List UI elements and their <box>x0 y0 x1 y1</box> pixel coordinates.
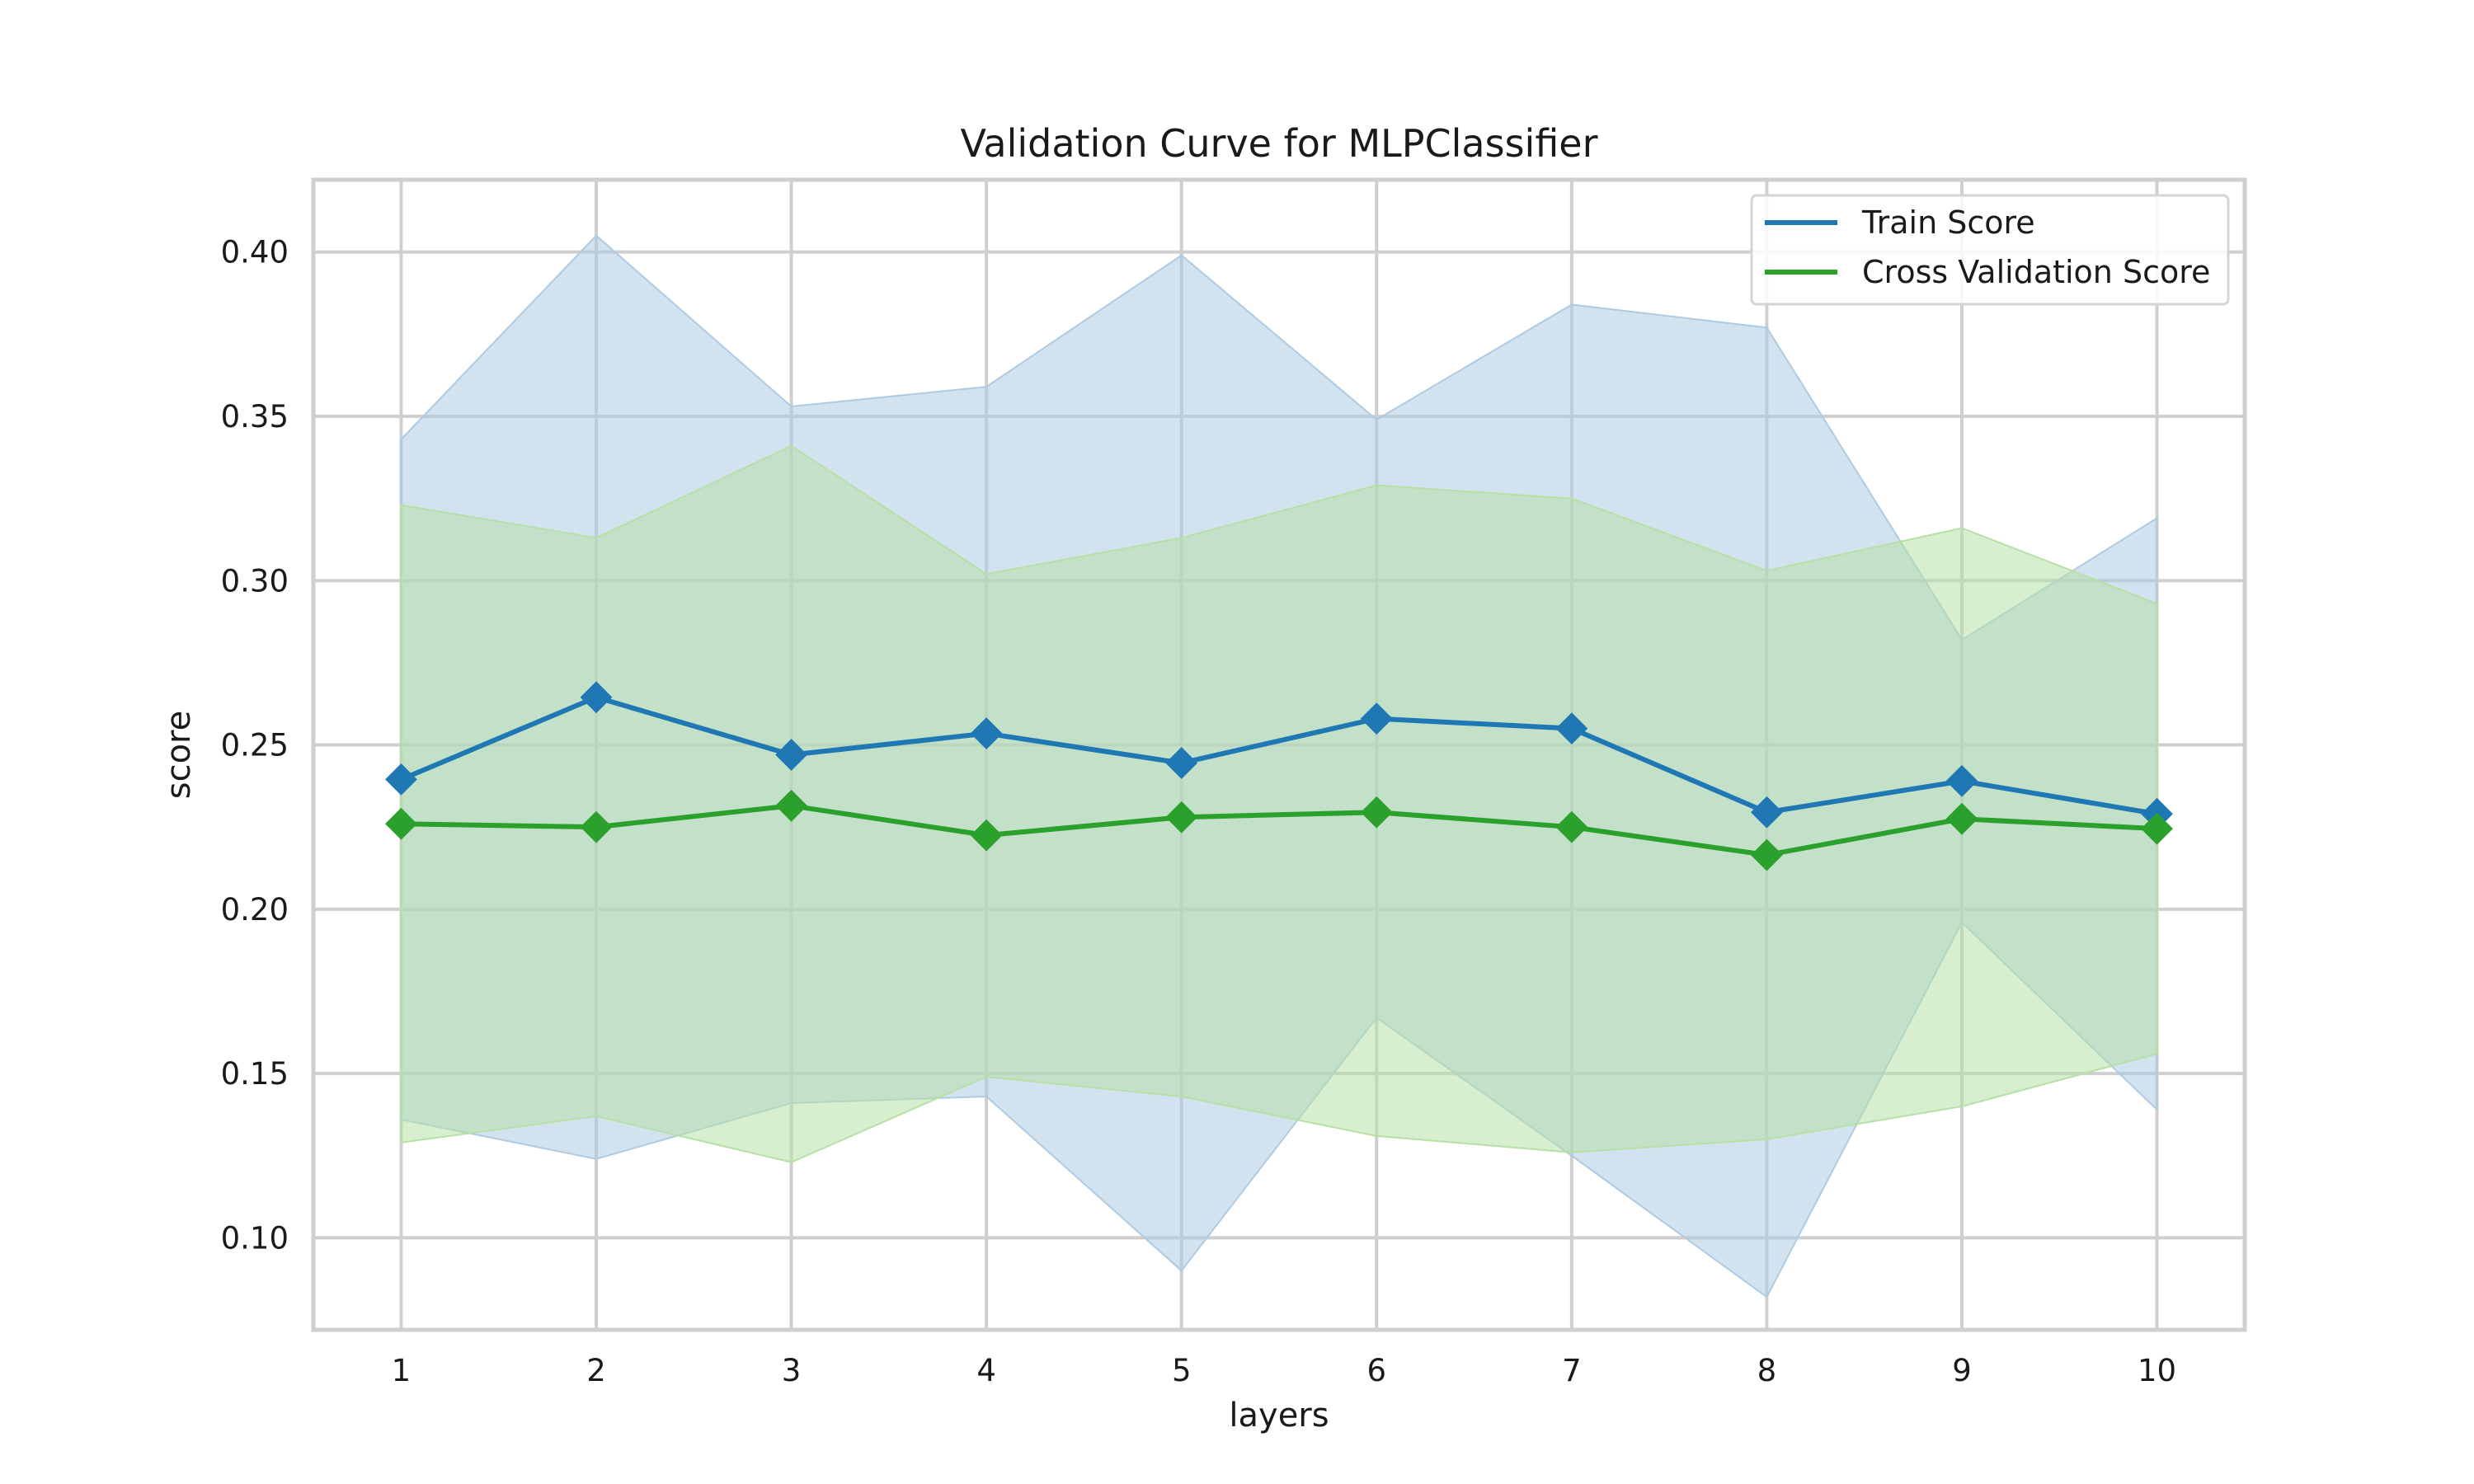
data-point-series-0 <box>970 717 1003 750</box>
x-tick-label: 10 <box>2138 1353 2176 1388</box>
data-point-series-1 <box>385 807 417 840</box>
series-line-0 <box>398 694 2160 817</box>
data-point-series-1 <box>1750 838 1783 871</box>
y-tick-label: 0.15 <box>221 1056 289 1092</box>
data-point-series-0 <box>385 763 417 796</box>
x-tick-label: 6 <box>1367 1353 1387 1388</box>
data-point-series-1 <box>1165 801 1198 834</box>
x-tick-label: 4 <box>976 1353 996 1388</box>
series-line-1 <box>398 803 2160 858</box>
legend-label-cross-validation-score: Cross Validation Score <box>1862 254 2210 290</box>
x-tick-label: 5 <box>1172 1353 1192 1388</box>
legend-label-train-score: Train Score <box>1861 204 2035 241</box>
y-tick-label: 0.35 <box>221 399 289 434</box>
x-tick-label: 9 <box>1952 1353 1972 1388</box>
plot-frame <box>311 177 2247 1332</box>
data-point-series-0 <box>1945 764 1978 797</box>
data-point-series-1 <box>970 819 1003 852</box>
data-point-series-0 <box>1360 702 1393 735</box>
data-point-series-1 <box>1555 810 1588 843</box>
x-tick-label: 2 <box>586 1353 606 1388</box>
data-point-series-0 <box>580 681 613 714</box>
y-tick-label: 0.40 <box>221 235 289 270</box>
data-point-series-0 <box>1165 747 1198 779</box>
data-point-series-1 <box>775 789 808 822</box>
confidence-bands <box>400 234 2158 1298</box>
data-point-series-1 <box>2141 812 2173 845</box>
data-point-series-1 <box>1945 802 1978 835</box>
x-tick-label: 1 <box>392 1353 412 1388</box>
y-tick-label: 0.10 <box>221 1220 289 1256</box>
data-point-series-0 <box>775 739 808 771</box>
tick-labels: 1 2 3 4 5 6 7 8 9 10 0.10 0.15 0.20 0.25 0.30 0.35 0.40 <box>221 235 2176 1388</box>
data-point-series-0 <box>1555 712 1588 745</box>
y-axis-label: score <box>160 711 198 799</box>
y-tick-label: 0.30 <box>221 563 289 599</box>
chart-title: Validation Curve for MLPClassifier <box>960 121 1597 166</box>
legend-box <box>1750 194 2230 306</box>
x-tick-label: 8 <box>1757 1353 1777 1388</box>
confidence-band-series-1 <box>400 444 2158 1163</box>
legend: Train Score Cross Validation Score <box>1750 194 2230 306</box>
data-point-series-1 <box>580 810 613 843</box>
data-point-series-0 <box>1750 796 1783 829</box>
x-tick-label: 7 <box>1562 1353 1582 1388</box>
y-tick-label: 0.20 <box>221 892 289 928</box>
series-lines <box>398 694 2160 858</box>
data-point-series-1 <box>1360 796 1393 829</box>
series-markers <box>385 681 2173 871</box>
y-tick-label: 0.25 <box>221 728 289 763</box>
x-tick-label: 3 <box>782 1353 802 1388</box>
x-axis-label: layers <box>1229 1397 1329 1435</box>
